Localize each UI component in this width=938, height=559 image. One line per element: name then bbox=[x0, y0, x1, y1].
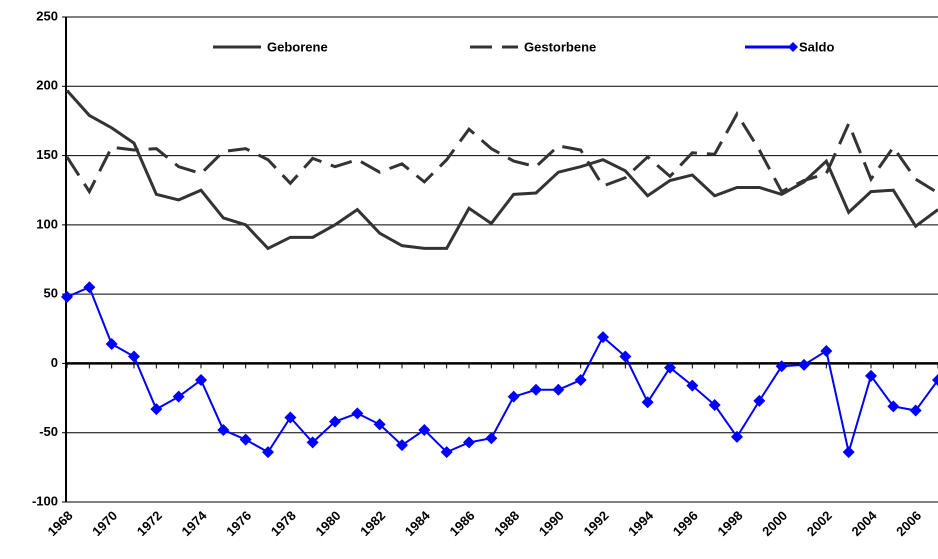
y-tick-label: 200 bbox=[36, 78, 58, 93]
data-point bbox=[418, 423, 431, 436]
y-tick-label: 250 bbox=[36, 8, 58, 23]
data-point bbox=[641, 396, 654, 409]
data-point bbox=[507, 390, 520, 403]
data-point bbox=[329, 415, 341, 428]
data-point bbox=[485, 432, 498, 445]
legend-label: Saldo bbox=[799, 39, 834, 54]
x-tick-label: 1968 bbox=[44, 508, 75, 539]
data-point bbox=[798, 358, 810, 371]
data-point bbox=[842, 446, 855, 459]
x-tick-label: 1980 bbox=[312, 508, 343, 539]
data-point bbox=[463, 436, 475, 449]
data-point bbox=[909, 404, 922, 417]
data-point bbox=[574, 374, 587, 387]
x-tick-label: 1998 bbox=[714, 508, 745, 539]
series-line bbox=[65, 89, 938, 251]
legend-label: Geborene bbox=[267, 39, 328, 54]
data-point bbox=[865, 369, 877, 382]
data-point bbox=[373, 418, 386, 431]
x-tick-label: 2002 bbox=[804, 508, 835, 539]
x-tick-label: 1990 bbox=[536, 508, 567, 539]
series-line bbox=[66, 285, 938, 454]
data-point bbox=[887, 400, 900, 413]
y-tick-label: 100 bbox=[36, 216, 58, 231]
x-tick-label: 2004 bbox=[848, 507, 880, 539]
data-point bbox=[239, 433, 252, 446]
data-point bbox=[351, 407, 364, 420]
x-tick-label: 2000 bbox=[759, 508, 790, 539]
data-point bbox=[731, 430, 743, 443]
data-point bbox=[686, 379, 699, 392]
data-point bbox=[61, 290, 73, 303]
x-tick-label: 1996 bbox=[670, 508, 701, 539]
x-tick-label: 1992 bbox=[580, 508, 611, 539]
y-tick-label: 50 bbox=[44, 286, 58, 301]
x-tick-label: 1986 bbox=[446, 508, 477, 539]
x-tick-label: 2006 bbox=[893, 508, 924, 539]
x-tick-label: 1976 bbox=[223, 508, 254, 539]
data-point bbox=[775, 360, 788, 373]
series-line bbox=[65, 111, 938, 195]
data-point bbox=[932, 374, 938, 387]
data-point bbox=[440, 446, 453, 459]
data-point bbox=[820, 344, 833, 357]
data-point bbox=[83, 281, 96, 294]
x-tick-label: 1978 bbox=[268, 508, 299, 539]
legend-marker bbox=[788, 42, 798, 52]
data-point bbox=[150, 403, 163, 416]
x-tick-label: 1972 bbox=[134, 508, 165, 539]
x-tick-label: 1974 bbox=[178, 507, 210, 539]
y-tick-label: -100 bbox=[32, 493, 58, 508]
data-point bbox=[552, 383, 565, 396]
data-point bbox=[530, 383, 542, 396]
y-tick-label: -50 bbox=[39, 424, 58, 439]
x-tick-label: 1982 bbox=[357, 508, 388, 539]
data-point bbox=[128, 350, 140, 363]
x-tick-label: 1994 bbox=[625, 507, 657, 539]
x-tick-label: 1984 bbox=[402, 507, 434, 539]
data-point bbox=[664, 361, 676, 374]
data-point bbox=[306, 436, 319, 449]
data-point bbox=[597, 331, 609, 344]
data-point bbox=[708, 399, 721, 411]
data-point bbox=[753, 394, 766, 407]
data-point bbox=[217, 423, 230, 436]
x-tick-label: 1970 bbox=[89, 508, 120, 539]
y-tick-label: 150 bbox=[36, 147, 58, 162]
data-point bbox=[396, 439, 408, 452]
data-point bbox=[195, 374, 207, 387]
legend-label: Gestorbene bbox=[524, 39, 596, 54]
data-point bbox=[172, 390, 185, 403]
data-point bbox=[105, 338, 118, 351]
y-tick-label: 0 bbox=[51, 355, 58, 370]
data-point bbox=[262, 446, 274, 459]
x-tick-label: 1988 bbox=[491, 508, 522, 539]
data-point bbox=[619, 350, 632, 363]
data-point bbox=[284, 411, 297, 424]
